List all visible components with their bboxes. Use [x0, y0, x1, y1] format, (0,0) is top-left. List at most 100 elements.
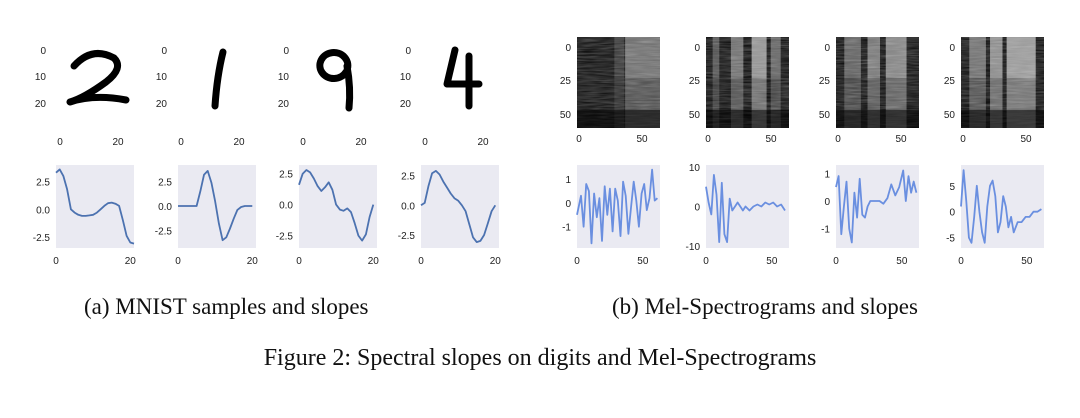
- x-tick-label: 20: [368, 256, 380, 267]
- mel-spectrogram-panel: 0 25 50 0 50: [689, 37, 789, 145]
- y-tick-label: 0: [694, 43, 700, 54]
- x-tick-label: 50: [895, 134, 907, 145]
- mel-spectrogram-image: [961, 37, 1044, 128]
- y-tick-label: 20: [156, 99, 168, 110]
- y-tick-label: 50: [944, 110, 956, 121]
- slope-line: [705, 173, 786, 244]
- slope-plot: 1 0 -1 0 50: [562, 165, 660, 267]
- y-tick-label: 10: [35, 72, 47, 83]
- y-tick-label: 0: [824, 197, 830, 208]
- x-tick-label: 50: [636, 134, 648, 145]
- y-tick-label: 2.5: [279, 170, 293, 181]
- plot-background: [421, 165, 499, 248]
- y-tick-label: 25: [689, 76, 701, 87]
- y-tick-label: 50: [560, 110, 572, 121]
- x-tick-label: 0: [705, 134, 711, 145]
- y-tick-label: 25: [560, 76, 572, 87]
- figure-caption: Figure 2: Spectral slopes on digits and …: [263, 345, 817, 371]
- x-tick-label: 50: [765, 134, 777, 145]
- slope-plot: 50-50 50: [946, 165, 1044, 267]
- x-tick-label: 0: [178, 137, 184, 148]
- mel-spectrogram-image: [577, 37, 660, 128]
- mel-spectrogram-image: [836, 37, 919, 128]
- x-tick-label: 0: [300, 137, 306, 148]
- x-tick-label: 50: [1021, 256, 1033, 267]
- y-tick-label: 25: [944, 76, 956, 87]
- mel-spectrogram-panel: 0 25 50 0 50: [819, 37, 919, 145]
- mel-spectrogram-panel: 0 25 50 0 50: [944, 37, 1044, 145]
- y-tick-label: 20: [35, 99, 47, 110]
- x-tick-label: 0: [835, 134, 841, 145]
- y-tick-label: 2.5: [36, 178, 50, 189]
- y-tick-label: 2.5: [401, 172, 415, 183]
- slope-plot: 100-100 50: [686, 163, 789, 267]
- slope-line: [178, 169, 253, 242]
- subfigure-a-caption: (a) MNIST samples and slopes: [84, 294, 369, 319]
- x-tick-label: 0: [53, 256, 59, 267]
- slope-plot: 2.5 0.0 -2.5 0 20: [155, 165, 259, 267]
- x-tick-label: 0: [574, 256, 580, 267]
- mnist-digit-image: [66, 50, 130, 106]
- slope-line: [835, 169, 918, 244]
- y-tick-label: 0: [161, 46, 167, 57]
- y-tick-label: 0.0: [36, 205, 50, 216]
- y-tick-label: 1: [565, 175, 571, 186]
- y-tick-label: 0: [40, 46, 46, 57]
- y-tick-label: 10: [278, 72, 290, 83]
- mnist-sample-panel: 0 10 20 0 20: [400, 46, 489, 148]
- y-tick-label: 5: [949, 182, 955, 193]
- y-tick-label: 0.0: [401, 201, 415, 212]
- y-tick-label: 0: [283, 46, 289, 57]
- slope-plot: 2.5 0.0 -2.5 0 20: [276, 165, 380, 267]
- x-tick-label: 20: [247, 256, 259, 267]
- mnist-sample-panel: 0 10 20 0 20: [35, 46, 130, 148]
- x-tick-label: 0: [296, 256, 302, 267]
- x-tick-label: 0: [576, 134, 582, 145]
- slope-plot: 2.5 0.0 -2.5 0 20: [398, 165, 502, 267]
- y-tick-label: 0: [565, 43, 571, 54]
- y-tick-label: -1: [821, 225, 830, 236]
- mel-spectrogram-image: [706, 37, 789, 128]
- mnist-sample-panel: 0 10 20 0 20: [278, 46, 367, 148]
- y-tick-label: -2.5: [276, 232, 294, 243]
- y-tick-label: 25: [819, 76, 831, 87]
- x-tick-label: 50: [1020, 134, 1032, 145]
- x-tick-label: 0: [175, 256, 181, 267]
- x-tick-label: 50: [637, 256, 649, 267]
- y-tick-label: -2.5: [33, 233, 51, 244]
- y-tick-label: 0: [565, 199, 571, 210]
- subfigure-b-caption: (b) Mel-Spectrograms and slopes: [612, 294, 918, 319]
- x-tick-label: 20: [125, 256, 137, 267]
- y-tick-label: 0.0: [279, 201, 293, 212]
- y-tick-label: 10: [400, 72, 412, 83]
- mnist-digit-image: [211, 48, 227, 110]
- y-tick-label: 0.0: [158, 202, 172, 213]
- x-tick-label: 0: [833, 256, 839, 267]
- x-tick-label: 0: [418, 256, 424, 267]
- x-tick-label: 0: [703, 256, 709, 267]
- slope-plots: 2.50.0-2.50 202.50.0-2.50 202.50.0-2.50 202…: [33, 163, 1044, 267]
- slope-plot: 2.5 0.0 -2.5 0 20: [33, 165, 137, 267]
- x-tick-label: 0: [57, 137, 63, 148]
- x-tick-label: 20: [477, 137, 489, 148]
- x-tick-label: 20: [233, 137, 245, 148]
- y-tick-label: 0: [405, 46, 411, 57]
- y-tick-label: 10: [689, 163, 701, 174]
- y-tick-label: 0: [949, 208, 955, 219]
- slope-line: [298, 169, 375, 242]
- mnist-digit-image: [316, 49, 354, 112]
- y-tick-label: 20: [400, 99, 412, 110]
- y-tick-label: -2.5: [398, 231, 416, 242]
- slope-line: [420, 169, 497, 244]
- y-tick-label: 10: [156, 72, 168, 83]
- x-tick-label: 20: [490, 256, 502, 267]
- y-tick-label: 0: [949, 43, 955, 54]
- slope-line: [960, 169, 1042, 244]
- y-tick-label: 50: [819, 110, 831, 121]
- y-tick-label: 50: [689, 110, 701, 121]
- image-panels: 0 10 20 0 20 0 10 20 0 20 0 10 20 0 20 0 10 20 0 20 0 25 50 0 50…: [35, 37, 1044, 148]
- x-tick-label: 0: [422, 137, 428, 148]
- plot-background: [56, 165, 134, 248]
- x-tick-label: 50: [896, 256, 908, 267]
